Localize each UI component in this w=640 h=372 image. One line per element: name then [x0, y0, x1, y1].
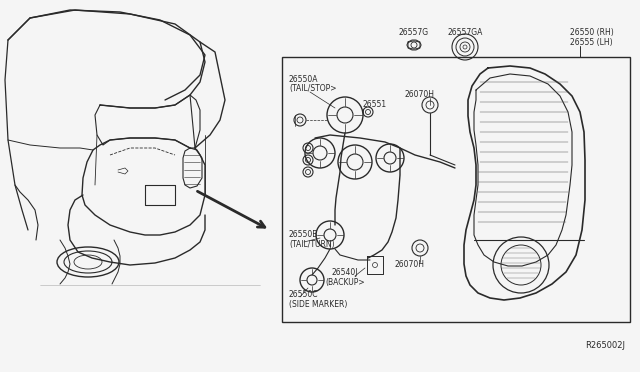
- Text: 26555 (LH): 26555 (LH): [570, 38, 612, 47]
- Text: (TAIL/STOP>: (TAIL/STOP>: [289, 84, 337, 93]
- Text: 26540J: 26540J: [332, 268, 358, 277]
- Text: 26550C: 26550C: [289, 290, 319, 299]
- Text: 26070H: 26070H: [405, 90, 435, 99]
- Text: 26557GA: 26557GA: [447, 28, 483, 37]
- Text: R265002J: R265002J: [585, 341, 625, 350]
- Text: (BACKUP>: (BACKUP>: [325, 278, 365, 287]
- Bar: [282, 57, 630, 322]
- Text: 26550 (RH): 26550 (RH): [570, 28, 614, 37]
- Text: 26557G: 26557G: [399, 28, 429, 37]
- Text: 26070H: 26070H: [395, 260, 425, 269]
- Text: (TAIL/TURN): (TAIL/TURN): [289, 240, 335, 249]
- Text: (SIDE MARKER): (SIDE MARKER): [289, 300, 348, 309]
- Text: 26551: 26551: [363, 100, 387, 109]
- Text: 26550B: 26550B: [289, 230, 318, 239]
- Text: 26550A: 26550A: [289, 75, 319, 84]
